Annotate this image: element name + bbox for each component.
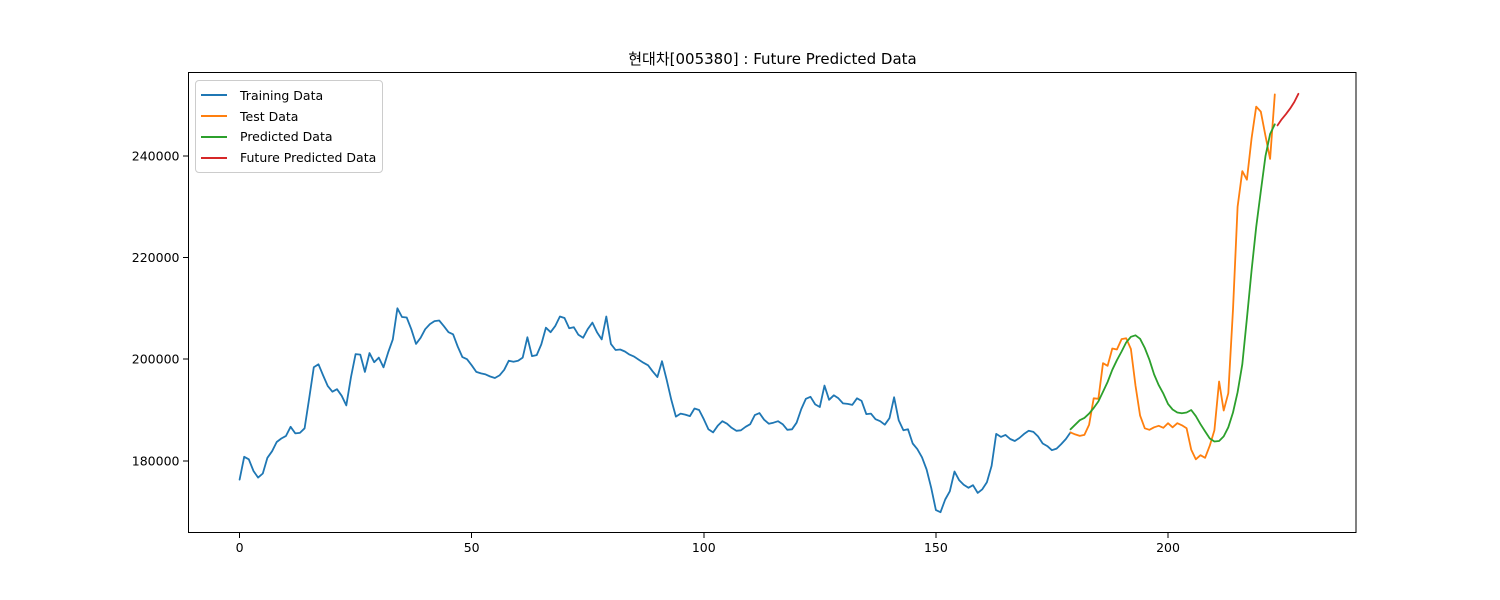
- x-tick-label: 200: [1156, 540, 1180, 555]
- legend-line-swatch-test-data: [201, 115, 227, 118]
- legend-line-swatch-future-predicted-data: [201, 156, 227, 159]
- legend-item-predicted-data: Predicted Data: [201, 127, 374, 148]
- x-tick-label: 0: [236, 540, 244, 555]
- chart-title: 현대차[005380] : Future Predicted Data: [628, 50, 917, 68]
- legend-label-training-data: Training Data: [240, 87, 324, 103]
- axes-frame: [188, 72, 1357, 533]
- legend-item-training-data: Training Data: [201, 85, 374, 106]
- series-line-predicted-data: [1069, 123, 1276, 443]
- series-line-test-data: [1069, 93, 1276, 461]
- legend-label-future-predicted-data: Future Predicted Data: [240, 150, 377, 166]
- legend-line-swatch-training-data: [201, 94, 227, 97]
- x-tick-label: 100: [692, 540, 716, 555]
- series-line-future-predicted-data: [1276, 92, 1300, 127]
- legend-line-swatch-predicted-data: [201, 135, 227, 138]
- y-tick-label: 240000: [132, 148, 180, 163]
- x-tick-label: 50: [464, 540, 480, 555]
- legend-item-future-predicted-data: Future Predicted Data: [201, 147, 377, 168]
- y-tick-label: 220000: [132, 250, 180, 265]
- legend: Training Data Test Data Predicted Data Futu…: [195, 80, 383, 174]
- x-tick-label: 150: [924, 540, 948, 555]
- legend-label-test-data: Test Data: [240, 108, 299, 124]
- y-tick-label: 200000: [132, 352, 180, 367]
- y-tick-label: 180000: [132, 453, 180, 468]
- legend-item-test-data: Test Data: [201, 106, 374, 127]
- series-line-training-data: [238, 307, 1072, 514]
- legend-label-predicted-data: Predicted Data: [240, 129, 333, 145]
